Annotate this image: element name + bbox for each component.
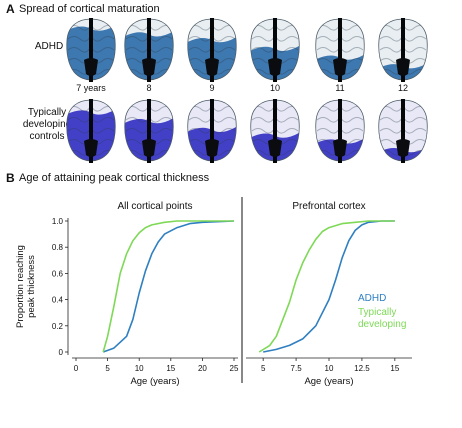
y-tick-label-1: 0.2 [52,322,64,331]
age-label-2: 8 [146,83,152,93]
prefrontal-series-typically-developing [258,220,395,353]
row-label-controls: Typically developing controls [14,107,80,143]
row-label-controls-line1: Typically [27,107,67,118]
control-brain-1 [66,99,116,163]
row-label-controls-line3: controls [29,131,65,142]
legend-adhd: ADHD [358,293,386,304]
age-label-6: 12 [397,83,408,93]
all-cortical-x-tick-label-5: 25 [230,364,239,373]
control-brain-3 [187,99,237,163]
control-brain-5 [315,99,365,163]
y-tick-label-5: 1.0 [52,217,64,226]
control-brain-2 [124,99,174,163]
prefrontal-title: Prefrontal cortex [292,201,365,212]
control-brain-4 [250,99,300,163]
panel-b-title: Age of attaining peak cortical thickness [19,172,210,184]
adhd-brain-3 [187,18,237,82]
panel-a-title: Spread of cortical maturation [19,3,160,15]
panel-a-letter: A [6,2,15,16]
all-cortical-x-tick-label-0: 0 [74,364,79,373]
adhd-brain-2 [124,18,174,82]
all-cortical-x-tick-label-1: 5 [105,364,110,373]
prefrontal-x-label: Age (years) [304,376,353,387]
all-cortical-x-label: Age (years) [130,376,179,387]
adhd-brain-4 [250,18,300,82]
prefrontal-x-tick-label-2: 10 [325,364,334,373]
prefrontal-x-tick-label-1: 7.5 [291,364,303,373]
all-cortical-x-tick-label-3: 15 [166,364,175,373]
row-label-controls-line2: developing [22,119,72,130]
peak-thickness-chart: All cortical points 0 5 10 15 20 25 Age (years)… [15,197,412,387]
y-tick-label-2: 0.4 [52,296,64,305]
y-tick-label-0: 0 [59,348,64,357]
prefrontal-x-tick-label-0: 5 [261,364,266,373]
control-brain-6 [378,99,428,163]
age-label-4: 10 [269,83,280,93]
adhd-brain-1 [66,18,116,82]
adhd-brain-6 [378,18,428,82]
all-cortical-x-tick-label-2: 10 [135,364,144,373]
legend-td-line1: Typically [358,307,396,318]
all-cortical-title: All cortical points [117,201,192,212]
y-tick-label-3: 0.6 [52,269,64,278]
all-cortical-series-adhd [102,220,235,353]
all-cortical-series-typically-developing [102,220,234,353]
y-tick-label-4: 0.8 [52,243,64,252]
age-label-3: 9 [209,83,215,93]
prefrontal-x-tick-label-3: 12.5 [354,364,370,373]
row-label-adhd: ADHD [34,41,64,52]
age-label-1: 7 years [76,83,106,93]
adhd-brain-5 [315,18,365,82]
panel-b-letter: B [6,171,15,185]
all-cortical-x-tick-label-4: 20 [198,364,207,373]
prefrontal-series-adhd [263,220,395,353]
y-axis-label: Proportion reachingpeak thickness [15,245,37,328]
prefrontal-x-tick-label-4: 15 [390,364,399,373]
age-label-5: 11 [335,83,345,93]
legend-td-line2: developing [358,319,406,330]
